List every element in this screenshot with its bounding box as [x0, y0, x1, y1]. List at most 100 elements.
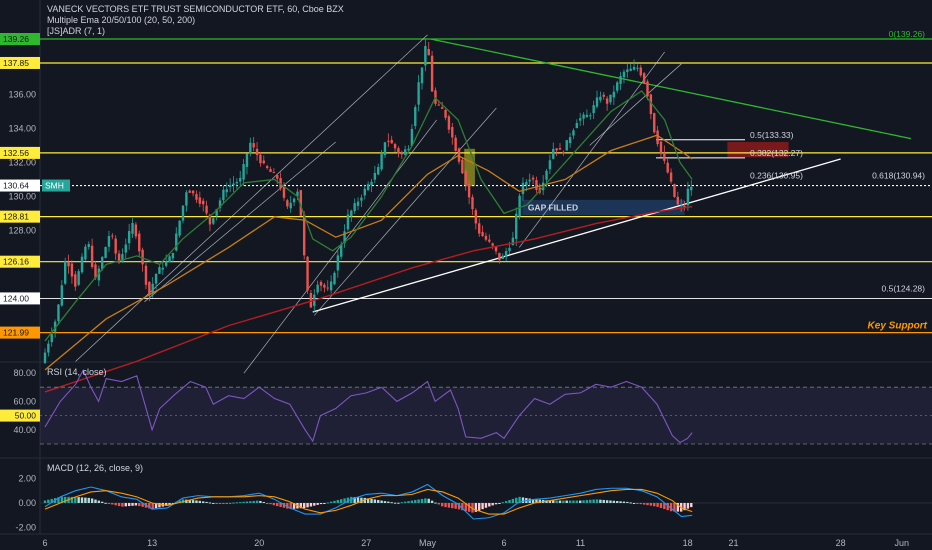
candle-body	[282, 186, 286, 198]
macd-histogram-bar	[171, 503, 175, 504]
candle-body	[225, 189, 228, 193]
macd-histogram-bar	[306, 503, 309, 508]
x-tick-label: 28	[836, 538, 846, 548]
candle-body	[50, 334, 53, 343]
macd-histogram-bar	[427, 498, 430, 503]
candle-body	[363, 188, 366, 196]
candle-body	[504, 251, 508, 258]
candle-body	[430, 55, 434, 92]
macd-histogram-bar	[90, 498, 94, 503]
macd-histogram-bar	[138, 503, 141, 507]
macd-histogram-bar	[215, 503, 218, 504]
macd-histogram-bar	[568, 500, 572, 503]
macd-histogram-bar	[195, 500, 198, 503]
level-price-label: 139.26	[3, 34, 29, 44]
candle-body	[585, 114, 589, 118]
candle-body	[690, 186, 693, 191]
macd-histogram-bar	[481, 503, 484, 510]
candle-body	[154, 273, 158, 284]
rsi-mid-tag	[0, 409, 40, 422]
macd-histogram-bar	[242, 501, 245, 503]
ema-lines	[44, 90, 693, 393]
candle-body	[619, 76, 622, 84]
macd-histogram-bar	[521, 497, 525, 503]
macd-histogram-bar	[515, 497, 518, 503]
candle-body	[437, 104, 441, 106]
candle-body	[414, 107, 417, 126]
candle-body	[454, 137, 457, 151]
macd-histogram-bar	[690, 503, 693, 508]
macd-histogram-bar	[107, 503, 111, 504]
candle-body	[387, 140, 390, 142]
candle-body	[420, 67, 424, 84]
candle-body	[649, 94, 653, 115]
macd-histogram-bar	[562, 500, 565, 503]
price-series	[43, 39, 693, 364]
candle-body	[269, 169, 272, 172]
level-price-label: 137.85	[3, 58, 29, 68]
candle-body	[525, 181, 528, 186]
macd-histogram-bar	[467, 503, 471, 512]
candle-body	[440, 107, 444, 109]
macd-histogram-bar	[111, 503, 114, 505]
macd-histogram-bar	[117, 503, 121, 507]
level-price-tag	[0, 292, 40, 305]
fib-level-label: 0.5(124.28)	[882, 284, 926, 294]
candle-body	[90, 245, 94, 267]
candle-body	[616, 82, 619, 91]
macd-histogram-bar	[663, 503, 666, 510]
candle-body	[138, 233, 141, 252]
candle-body	[558, 148, 562, 150]
candle-body	[575, 123, 579, 129]
candle-body	[494, 247, 498, 252]
candle-body	[478, 223, 481, 234]
candle-body	[299, 190, 303, 216]
candle-body	[289, 202, 292, 209]
macd-histogram-bar	[292, 503, 296, 509]
candle-body	[582, 114, 585, 119]
macd-histogram-bar	[578, 500, 582, 503]
macd-histogram-bar	[316, 503, 319, 505]
macd-histogram-bar	[377, 499, 380, 503]
candle-body	[158, 267, 161, 274]
candle-body	[373, 172, 377, 180]
rsi-pane	[40, 368, 932, 445]
candle-body	[121, 254, 124, 262]
macd-histogram-bar	[329, 501, 333, 503]
candle-body	[168, 256, 171, 263]
macd-histogram-bar	[269, 503, 272, 505]
candle-body	[252, 143, 255, 148]
level-price-tag	[0, 179, 40, 192]
fib-level-label: 0.5(133.33)	[750, 130, 794, 140]
macd-histogram-bar	[276, 503, 279, 507]
candle-body	[67, 261, 70, 267]
macd-histogram-bar	[80, 497, 84, 503]
gap-filled-label: GAP FILLED	[528, 202, 578, 212]
macd-histogram-bar	[558, 500, 562, 503]
macd-histogram-bar	[572, 500, 575, 503]
candle-body	[323, 284, 326, 288]
channel-line	[144, 141, 336, 303]
symbol-tag-label: SMH	[45, 181, 64, 191]
candle-body	[515, 213, 518, 239]
macd-histogram-bar	[191, 500, 195, 503]
candle-body	[181, 205, 185, 221]
ema-200-line	[44, 205, 693, 393]
candle-body	[309, 292, 313, 308]
macd-histogram-bar	[249, 501, 252, 503]
candle-body	[171, 252, 175, 259]
candle-body	[484, 235, 488, 240]
macd-histogram-bar	[259, 500, 262, 503]
macd-histogram-bar	[488, 503, 491, 507]
macd-histogram-bar	[70, 496, 74, 503]
candle-body	[316, 284, 319, 293]
macd-histogram-bar	[582, 500, 585, 503]
candle-body	[403, 149, 407, 155]
macd-histogram-bar	[464, 503, 467, 511]
candle-body	[127, 231, 131, 244]
macd-histogram-bar	[121, 503, 124, 507]
rsi-tick-label: 50.00	[15, 411, 37, 421]
candle-body	[255, 148, 259, 156]
candle-body	[595, 97, 599, 107]
